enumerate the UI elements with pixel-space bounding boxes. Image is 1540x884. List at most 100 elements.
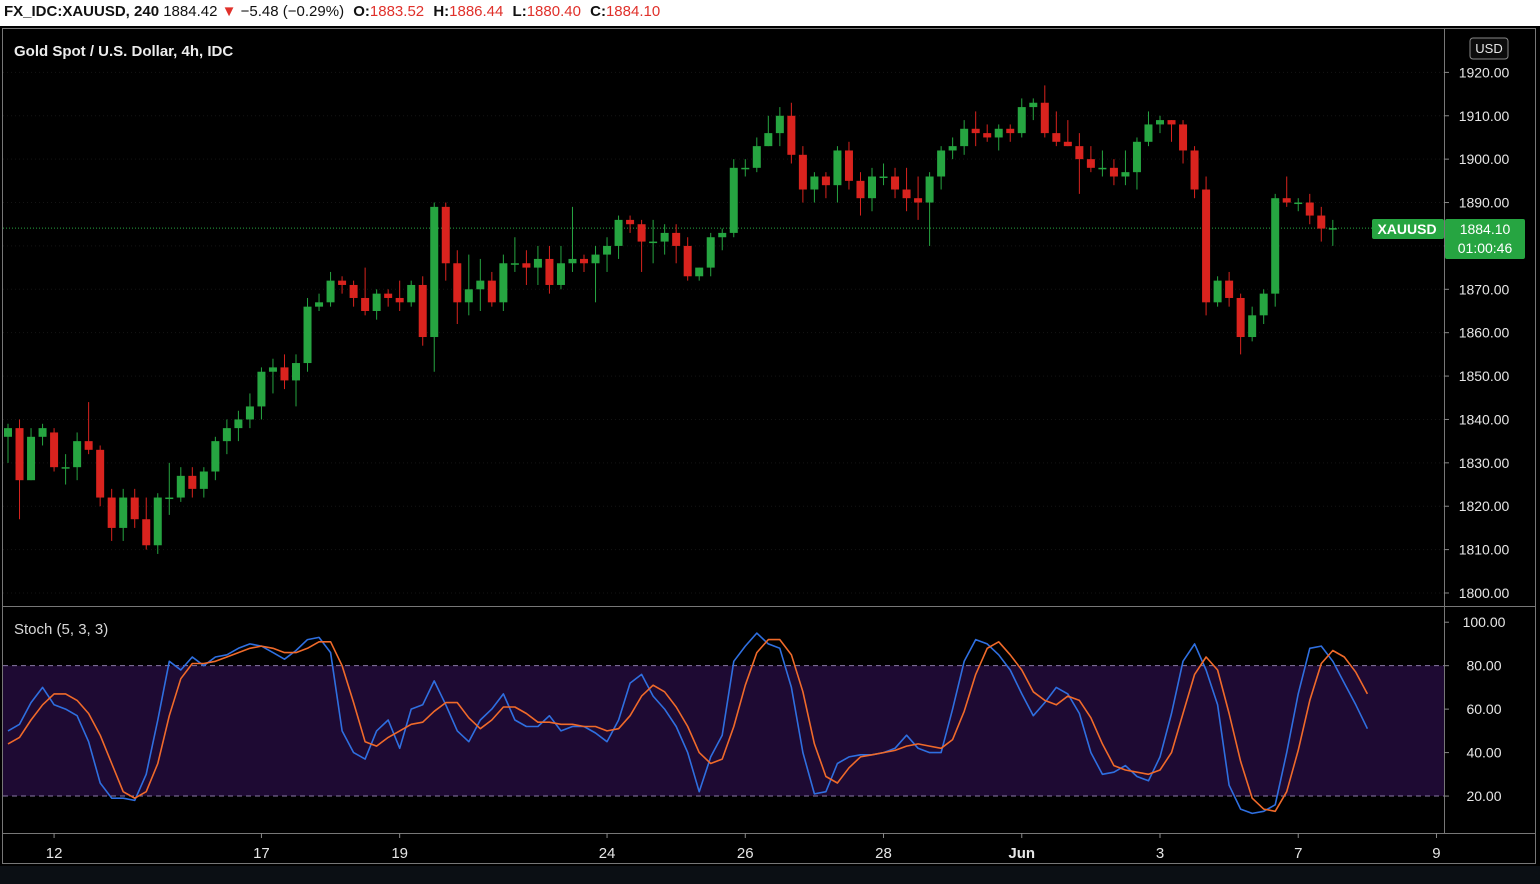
candle (349, 280, 358, 307)
candle-body (326, 280, 335, 303)
candle (1109, 159, 1118, 186)
stoch-axis-label: 80.00 (1466, 658, 1501, 674)
candle-body (499, 263, 508, 303)
time-axis-label: 12 (46, 845, 63, 862)
candle-body (268, 367, 277, 372)
candle-body (1063, 141, 1072, 147)
candle-body (303, 306, 312, 364)
chart-frame[interactable] (2, 28, 1536, 864)
candle (234, 410, 243, 442)
candle (1190, 146, 1199, 199)
open-label: O: (353, 3, 370, 20)
time-axis[interactable]: 12 17 19 24 26 28 Jun 3 7 9 (46, 833, 1441, 862)
stoch-axis-label: 60.00 (1466, 701, 1501, 717)
candle-body (937, 150, 946, 177)
candle (683, 237, 692, 281)
candle (1063, 120, 1072, 147)
candle (430, 202, 439, 372)
stoch-axis-label: 20.00 (1466, 788, 1501, 804)
candle-body (971, 128, 980, 134)
candle (464, 254, 473, 316)
candle (764, 115, 773, 147)
candle (533, 245, 542, 285)
candle (50, 428, 59, 472)
candle-body (1248, 315, 1257, 338)
candle-body (580, 258, 588, 264)
candle-body (1317, 215, 1326, 229)
candle-body (1294, 202, 1303, 205)
candle-body (50, 432, 59, 468)
candle-body (1328, 228, 1337, 230)
candle (522, 250, 531, 285)
down-arrow-icon: ▼ (221, 3, 237, 20)
candle-body (568, 258, 577, 264)
candle (1236, 293, 1245, 355)
candle-body (1202, 189, 1211, 303)
candle (4, 423, 12, 463)
stoch-axis[interactable]: 20.00 40.00 60.00 80.00 100.00 (1444, 614, 1506, 804)
candle (153, 493, 162, 554)
candle (1156, 115, 1164, 134)
candle (407, 280, 416, 307)
symbol-label[interactable]: FX_IDC:XAUUSD, 240 (4, 3, 160, 20)
candle (510, 237, 519, 272)
candle-body (476, 280, 485, 290)
candle-body (1029, 102, 1038, 108)
candle (902, 167, 911, 212)
price-axis-label: 1820.00 (1459, 498, 1510, 514)
candle (1328, 219, 1337, 246)
time-axis-label: 17 (253, 845, 270, 862)
candle-body (372, 293, 381, 311)
candle (914, 176, 923, 220)
candle-body (1213, 280, 1222, 303)
candle (176, 467, 185, 502)
candle-body (1017, 107, 1026, 134)
candle (395, 280, 404, 311)
candle (222, 419, 231, 455)
candle-body (4, 428, 12, 437)
candle-body (522, 263, 531, 268)
price-axis[interactable]: 1800.00 1810.00 1820.00 1830.00 1840.00 1850.… (1444, 64, 1510, 601)
candle (672, 224, 681, 264)
candle-body (257, 371, 266, 407)
candle-body (1282, 198, 1291, 203)
stoch-d-line (7, 638, 1369, 813)
candle (948, 137, 957, 160)
candle (418, 276, 427, 346)
candle-body (891, 176, 900, 190)
time-axis-label: Jun (1008, 845, 1035, 862)
candle-body (234, 419, 243, 429)
candle (1213, 276, 1222, 307)
candle (649, 219, 658, 264)
candle (545, 245, 554, 294)
candle-body (764, 133, 773, 147)
candle (1132, 137, 1141, 190)
candle-body (222, 428, 231, 442)
price-axis-label: 1840.00 (1459, 411, 1510, 427)
candle (38, 423, 47, 446)
candle-body (211, 441, 220, 472)
candle-body (418, 284, 427, 338)
candle (1098, 150, 1107, 177)
candle (1086, 146, 1095, 173)
candle (983, 124, 992, 142)
price-axis-label: 1830.00 (1459, 455, 1510, 471)
low-label: L: (512, 3, 527, 20)
candle-body (349, 284, 358, 298)
candle (591, 245, 600, 303)
price-change: −5.48 (−0.29%) (240, 3, 345, 20)
candle (960, 120, 969, 155)
candle-body (833, 150, 842, 186)
candle (361, 267, 370, 316)
candle-body (660, 232, 669, 242)
candle-body (407, 284, 416, 303)
currency-button[interactable] (1469, 37, 1509, 60)
candle-body (199, 471, 208, 489)
stoch-axis-label: 100.00 (1463, 614, 1506, 630)
candle-body (856, 180, 865, 199)
stoch-title: Stoch (5, 3, 3) (14, 621, 108, 638)
candle (326, 271, 335, 307)
candle (1259, 289, 1268, 325)
candle (211, 436, 220, 481)
